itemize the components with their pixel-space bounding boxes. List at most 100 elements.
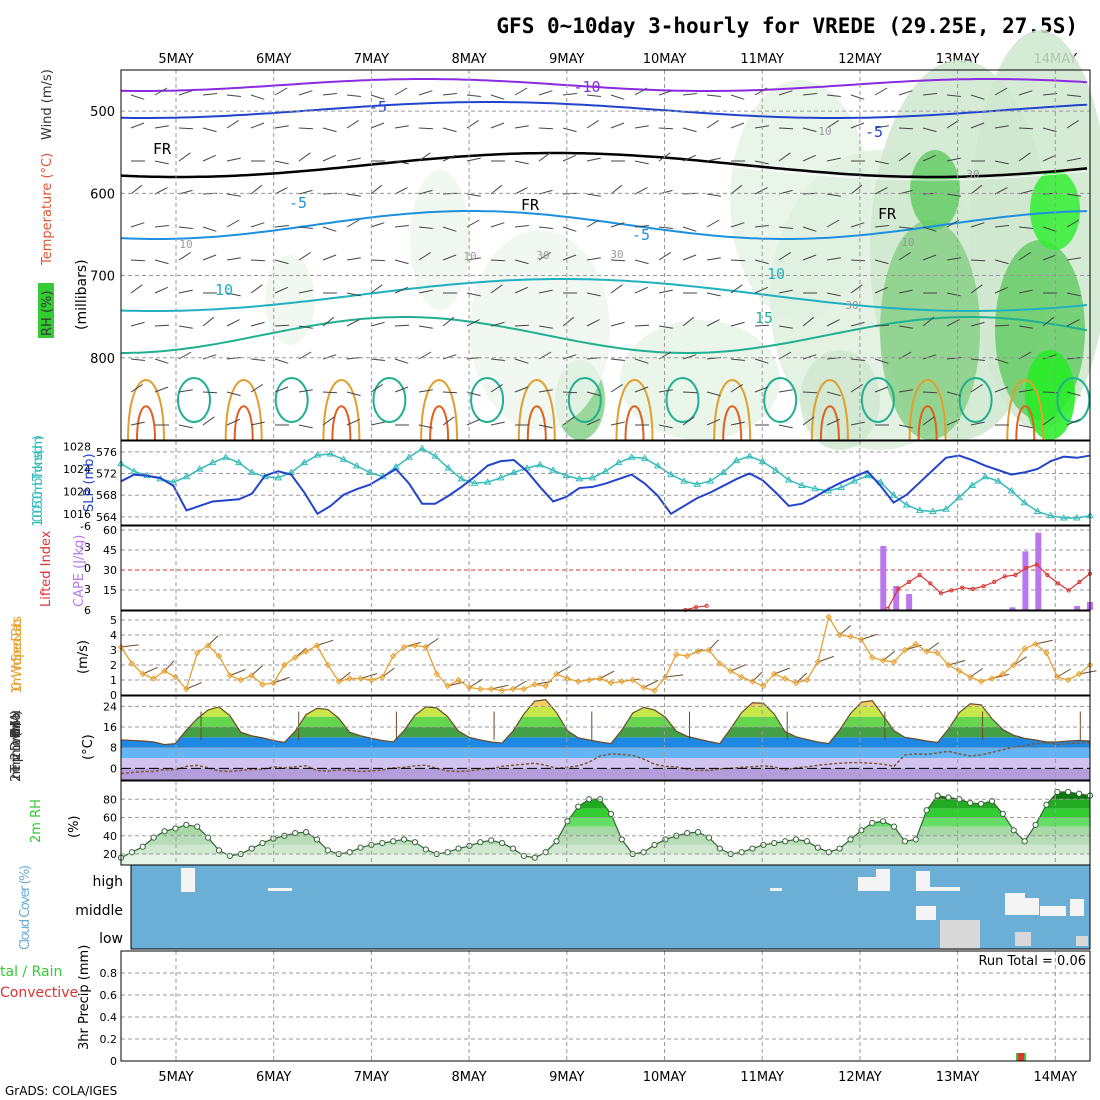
wind10-barb <box>861 633 878 640</box>
thickness-marker <box>130 467 138 474</box>
rh-marker <box>444 849 451 856</box>
wind-barb <box>922 127 937 133</box>
surface-loop <box>322 379 361 440</box>
wind-barb <box>562 127 577 133</box>
wind10-barb <box>643 679 659 688</box>
rh-marker <box>836 845 843 852</box>
wind-barb <box>442 316 455 327</box>
wind-barb <box>586 157 601 162</box>
wind-barb <box>682 254 697 261</box>
li-marker <box>928 581 933 586</box>
wind10-marker <box>498 687 506 694</box>
wind-barb <box>226 292 241 297</box>
wind-barb <box>274 386 289 393</box>
contour-label: -5 <box>632 226 650 244</box>
wind-barb <box>706 418 721 426</box>
wind-barb <box>1042 254 1057 261</box>
contour-label: 10 <box>215 281 233 299</box>
temp-band <box>121 768 1090 780</box>
wind-barb <box>946 119 959 129</box>
wind10-marker <box>683 652 691 660</box>
rh-tick: 80 <box>103 793 117 806</box>
wind-barb <box>802 127 817 133</box>
wind10-unit: (m/s) <box>76 640 91 674</box>
rh-marker <box>422 846 429 853</box>
rh-marker <box>205 834 212 841</box>
wind-barb <box>538 389 553 393</box>
rh-marker <box>945 794 952 801</box>
contour-fr <box>121 151 1088 179</box>
slp-tick: 1024 <box>63 463 91 476</box>
wind-barb <box>874 386 889 393</box>
rh-marker <box>498 839 506 847</box>
wind-barb <box>154 160 169 165</box>
wind10-marker <box>281 661 288 669</box>
cloud-block <box>268 888 292 891</box>
wind-barb <box>802 226 817 232</box>
thickness-marker <box>195 465 204 472</box>
rh-marker <box>520 852 527 859</box>
wind-barb <box>130 222 145 228</box>
wind-barb <box>586 391 601 397</box>
thickness-marker <box>536 460 544 468</box>
wind-barb <box>610 259 626 262</box>
wind-barb <box>682 416 695 426</box>
bottom-day-label: 7MAY <box>354 1070 389 1085</box>
wind10-marker <box>814 658 822 666</box>
temp2m-panel: 24 16 8 0 <box>103 695 1091 781</box>
thickness-marker <box>745 452 754 459</box>
li-tick: -3 <box>80 541 91 554</box>
wind-barb <box>994 125 1009 129</box>
wind10-marker <box>324 661 332 669</box>
wind-barb <box>850 222 865 228</box>
rh-tick: 60 <box>103 812 117 825</box>
wind-barb <box>610 94 625 100</box>
contour-label: 10 <box>463 250 476 263</box>
wind10-marker <box>945 661 952 669</box>
rh-shade <box>1025 350 1075 440</box>
wind-barb <box>154 324 170 327</box>
wind10-marker <box>248 672 255 679</box>
wind-barb <box>706 319 720 327</box>
wind-barb <box>922 391 938 394</box>
wind-barb <box>994 358 1009 364</box>
cloud-block <box>916 871 930 891</box>
rh-marker <box>999 810 1006 817</box>
wind-barb <box>298 325 313 329</box>
thickness-marker <box>811 484 819 492</box>
li-label: Lifted Index <box>39 530 54 607</box>
wind10-marker <box>509 685 517 693</box>
wind10-marker <box>444 682 451 690</box>
wind-barb <box>610 122 625 129</box>
cape-li-panel: -6 -3 0 3 6 60 45 30 15 <box>80 520 1093 617</box>
temp2m-unit: (°C) <box>81 734 96 760</box>
li-marker <box>1055 581 1061 586</box>
li-line <box>887 563 1091 609</box>
wind10-marker <box>487 685 495 693</box>
wind-barb <box>490 222 505 228</box>
thickness-marker <box>719 468 728 475</box>
wind-barb <box>682 391 698 394</box>
rh-marker <box>651 841 658 849</box>
wind-barb <box>274 87 288 96</box>
wind-barb <box>514 160 529 165</box>
wind10-line <box>120 615 1091 692</box>
rh-marker <box>1076 790 1083 797</box>
wind-barb <box>946 94 961 97</box>
wind10-marker <box>400 643 408 651</box>
wind-barb <box>706 94 721 97</box>
wind-barb <box>202 354 217 360</box>
wind10-marker <box>389 652 397 660</box>
contour-label: FR <box>153 140 172 158</box>
wind10-marker <box>379 673 386 681</box>
rh-marker <box>869 819 876 827</box>
wind-barb <box>274 160 289 165</box>
wind-barb <box>1066 94 1081 97</box>
rh-marker <box>912 836 919 843</box>
wind-barb <box>154 225 169 228</box>
wind-barb <box>538 424 553 429</box>
wind-barb <box>1066 391 1081 397</box>
wind-barb <box>1018 424 1033 429</box>
rh-marker <box>488 837 495 844</box>
